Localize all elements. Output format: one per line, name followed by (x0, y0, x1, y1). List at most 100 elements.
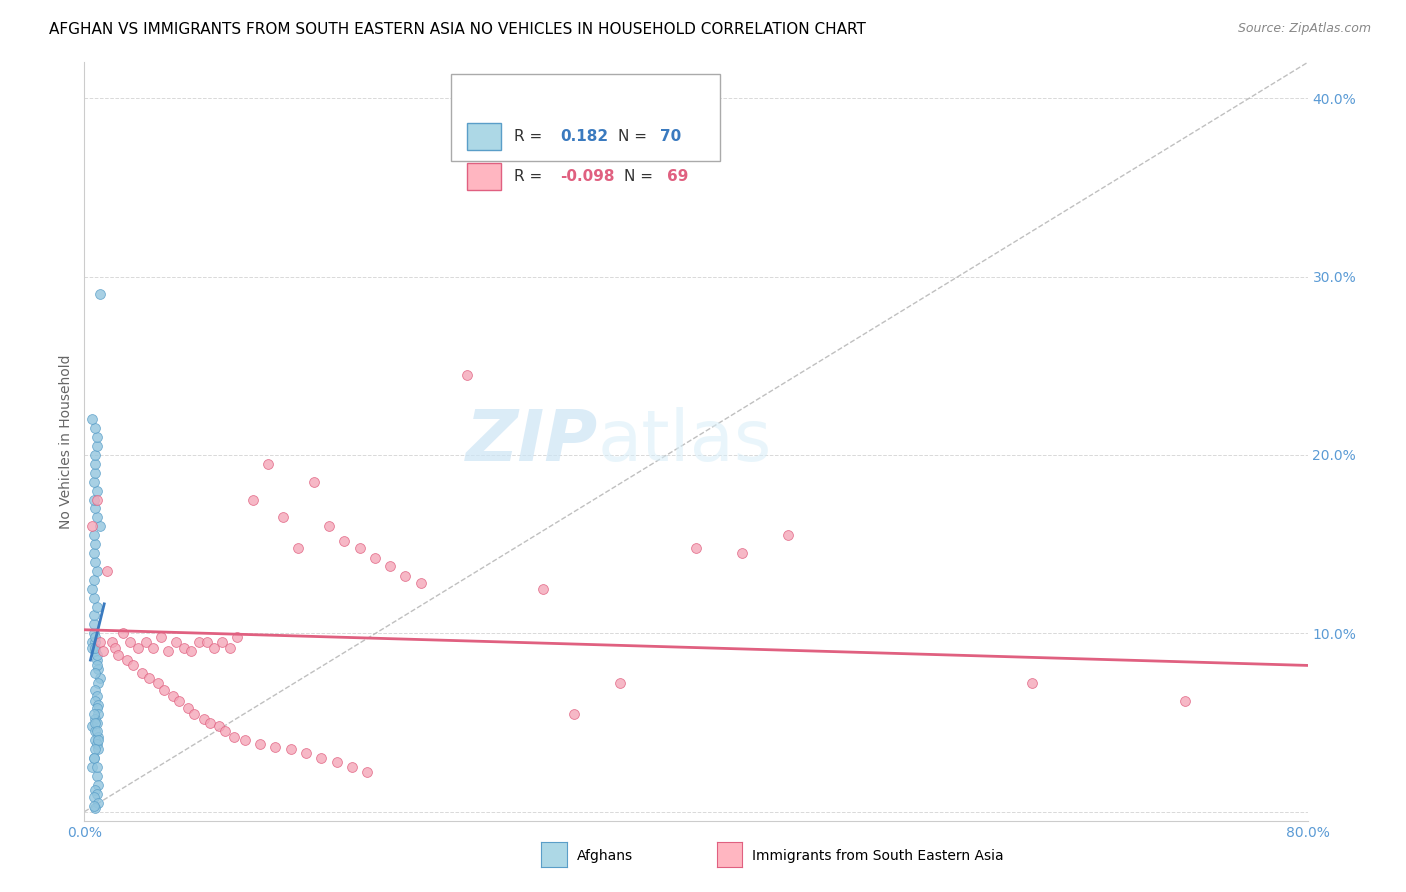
Point (86, 715, 108, 730)
Point (271, 510, 294, 524)
Point (80, 412, 103, 426)
Point (131, 665, 153, 680)
Point (340, 760, 363, 774)
Point (86, 564, 108, 578)
Point (180, 644, 202, 658)
Point (349, 541, 371, 555)
Point (195, 635, 218, 649)
Text: Immigrants from South Eastern Asia: Immigrants from South Eastern Asia (752, 849, 1004, 863)
Point (80, 519, 103, 533)
Point (84, 712, 107, 726)
Point (84, 501, 107, 516)
Point (295, 746, 318, 760)
Point (89, 519, 111, 533)
Point (87, 698, 110, 712)
Point (86, 599, 108, 614)
Point (257, 457, 280, 471)
Point (84, 555, 107, 569)
Text: Afghans: Afghans (576, 849, 633, 863)
Point (193, 712, 215, 726)
Point (86, 658, 108, 673)
Point (214, 724, 236, 739)
Point (318, 519, 340, 533)
Point (84, 457, 107, 471)
Point (394, 569, 416, 583)
Point (104, 640, 127, 655)
Point (86, 737, 108, 751)
Text: R =: R = (513, 169, 547, 184)
Point (188, 635, 211, 649)
Point (80, 582, 103, 596)
Point (84, 421, 107, 435)
Point (356, 765, 378, 780)
FancyBboxPatch shape (467, 123, 502, 150)
Point (91, 644, 114, 658)
Point (287, 541, 309, 555)
Point (115, 653, 138, 667)
Point (80, 719, 103, 733)
Point (165, 635, 187, 649)
Point (127, 640, 149, 655)
Point (87, 730, 110, 744)
Point (120, 635, 142, 649)
Point (87, 662, 110, 676)
Point (218, 640, 240, 655)
Point (80, 760, 103, 774)
Point (83, 751, 105, 765)
Point (84, 537, 107, 551)
Point (685, 541, 707, 555)
Text: 0.182: 0.182 (560, 129, 609, 144)
Point (198, 715, 221, 730)
Point (83, 573, 105, 587)
Text: R =: R = (513, 129, 547, 144)
Point (84, 635, 107, 649)
Point (87, 733, 110, 747)
Point (280, 742, 302, 756)
Point (302, 475, 325, 489)
Point (83, 528, 105, 542)
Point (1174, 694, 1197, 708)
Point (122, 658, 145, 673)
Point (84, 694, 107, 708)
Point (157, 644, 180, 658)
Point (87, 706, 110, 721)
Point (224, 730, 246, 744)
Point (249, 737, 271, 751)
Text: 69: 69 (666, 169, 688, 184)
Point (177, 701, 200, 715)
Point (87, 676, 110, 690)
Text: 70: 70 (661, 129, 682, 144)
Point (86, 483, 108, 498)
Point (84, 644, 107, 658)
Point (1021, 676, 1043, 690)
Point (146, 676, 169, 690)
Point (233, 733, 256, 747)
Point (83, 626, 105, 640)
Point (86, 769, 108, 783)
Text: Source: ZipAtlas.com: Source: ZipAtlas.com (1237, 22, 1371, 36)
Point (87, 742, 110, 756)
Point (149, 630, 172, 644)
Point (111, 626, 134, 640)
Point (86, 760, 108, 774)
Point (162, 689, 184, 703)
Point (86, 439, 108, 453)
Point (86, 724, 108, 739)
Point (83, 790, 105, 805)
Point (83, 475, 105, 489)
Point (87, 778, 110, 792)
Point (86, 510, 108, 524)
Point (87, 796, 110, 810)
Point (89, 287, 111, 301)
Point (135, 635, 157, 649)
Point (208, 719, 231, 733)
Point (364, 551, 387, 566)
Point (84, 733, 107, 747)
Point (80, 640, 103, 655)
Point (89, 671, 111, 685)
Point (84, 801, 107, 815)
Point (311, 751, 333, 765)
Text: N =: N = (624, 169, 658, 184)
Point (456, 368, 478, 382)
Point (84, 724, 107, 739)
